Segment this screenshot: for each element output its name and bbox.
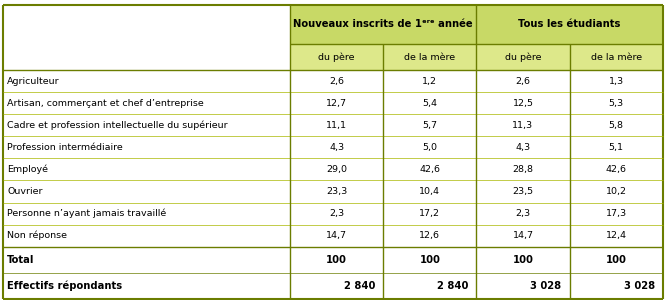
Bar bbox=[290, 4, 476, 44]
Text: 17,2: 17,2 bbox=[420, 209, 440, 218]
Text: 14,7: 14,7 bbox=[512, 231, 533, 240]
Text: 42,6: 42,6 bbox=[605, 165, 627, 174]
Text: 2,6: 2,6 bbox=[329, 76, 344, 85]
Text: 28,8: 28,8 bbox=[512, 165, 533, 174]
Text: 100: 100 bbox=[326, 255, 347, 265]
Text: 100: 100 bbox=[420, 255, 440, 265]
Text: de la mère: de la mère bbox=[591, 52, 641, 62]
Text: 23,5: 23,5 bbox=[512, 187, 533, 196]
Text: 2 840: 2 840 bbox=[437, 280, 468, 291]
Bar bbox=[383, 44, 476, 70]
Text: 12,6: 12,6 bbox=[420, 231, 440, 240]
Bar bbox=[476, 4, 663, 44]
Text: Employé: Employé bbox=[7, 165, 49, 174]
Text: Nouveaux inscrits de 1ᵉʳᵉ année: Nouveaux inscrits de 1ᵉʳᵉ année bbox=[294, 19, 473, 29]
Text: 2,3: 2,3 bbox=[515, 209, 531, 218]
Text: 10,2: 10,2 bbox=[605, 187, 627, 196]
Text: 17,3: 17,3 bbox=[605, 209, 627, 218]
Text: Artisan, commerçant et chef d’entreprise: Artisan, commerçant et chef d’entreprise bbox=[7, 99, 204, 108]
Text: 1,3: 1,3 bbox=[609, 76, 623, 85]
Text: 11,3: 11,3 bbox=[512, 121, 533, 130]
Text: 5,1: 5,1 bbox=[609, 143, 623, 152]
Text: de la mère: de la mère bbox=[404, 52, 456, 62]
Text: 100: 100 bbox=[513, 255, 533, 265]
Bar bbox=[290, 44, 383, 70]
Text: 3 028: 3 028 bbox=[623, 280, 655, 291]
Text: 4,3: 4,3 bbox=[329, 143, 344, 152]
Bar bbox=[569, 44, 663, 70]
Text: 2 840: 2 840 bbox=[344, 280, 375, 291]
Text: 5,4: 5,4 bbox=[422, 99, 438, 108]
Text: 12,5: 12,5 bbox=[512, 99, 533, 108]
Text: 11,1: 11,1 bbox=[326, 121, 347, 130]
Text: Total: Total bbox=[7, 255, 35, 265]
Text: 14,7: 14,7 bbox=[326, 231, 347, 240]
Bar bbox=[476, 44, 569, 70]
Text: 5,7: 5,7 bbox=[422, 121, 438, 130]
Text: Tous les étudiants: Tous les étudiants bbox=[518, 19, 621, 29]
Text: 5,0: 5,0 bbox=[422, 143, 438, 152]
Text: 2,3: 2,3 bbox=[329, 209, 344, 218]
Text: 42,6: 42,6 bbox=[420, 165, 440, 174]
Text: du père: du père bbox=[318, 52, 355, 62]
Text: Profession intermédiaire: Profession intermédiaire bbox=[7, 143, 123, 152]
Text: Non réponse: Non réponse bbox=[7, 231, 67, 241]
Text: 100: 100 bbox=[605, 255, 627, 265]
Text: 12,7: 12,7 bbox=[326, 99, 347, 108]
Text: 1,2: 1,2 bbox=[422, 76, 438, 85]
Text: 12,4: 12,4 bbox=[605, 231, 627, 240]
Text: 2,6: 2,6 bbox=[515, 76, 531, 85]
Text: 10,4: 10,4 bbox=[420, 187, 440, 196]
Text: 23,3: 23,3 bbox=[326, 187, 348, 196]
Text: 29,0: 29,0 bbox=[326, 165, 347, 174]
Text: 5,3: 5,3 bbox=[609, 99, 623, 108]
Text: Effectifs répondants: Effectifs répondants bbox=[7, 280, 123, 291]
Text: Agriculteur: Agriculteur bbox=[7, 76, 60, 85]
Text: Personne n’ayant jamais travaillé: Personne n’ayant jamais travaillé bbox=[7, 209, 166, 218]
Text: 5,8: 5,8 bbox=[609, 121, 623, 130]
Text: 3 028: 3 028 bbox=[530, 280, 561, 291]
Text: Ouvrier: Ouvrier bbox=[7, 187, 43, 196]
Text: Cadre et profession intellectuelle du supérieur: Cadre et profession intellectuelle du su… bbox=[7, 121, 228, 130]
Text: 4,3: 4,3 bbox=[515, 143, 531, 152]
Text: du père: du père bbox=[505, 52, 541, 62]
